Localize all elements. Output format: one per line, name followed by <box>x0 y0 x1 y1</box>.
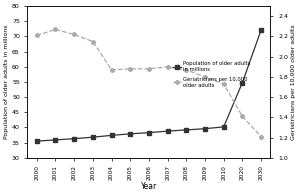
Legend: Population of older adults
in millions, Geriatricians per 10,000
older adults: Population of older adults in millions, … <box>171 59 253 90</box>
X-axis label: Year: Year <box>141 182 157 191</box>
Y-axis label: Population of older adults in millions: Population of older adults in millions <box>4 25 9 139</box>
Y-axis label: Geriatricians per 10,000 older adults: Geriatricians per 10,000 older adults <box>291 24 296 140</box>
